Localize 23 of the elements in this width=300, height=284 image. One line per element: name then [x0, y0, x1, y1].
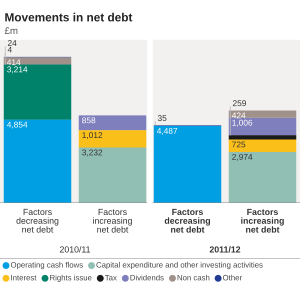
data-label: 3,214	[7, 66, 28, 74]
chart-subtitle: £m	[4, 27, 18, 34]
data-label: 259	[232, 100, 246, 106]
x-tick-label: Factors increasing net debt	[93, 208, 132, 233]
text: 2011/12	[210, 246, 240, 253]
x-tick-label: Factors decreasing net debt	[16, 208, 58, 233]
data-label: 4,854	[6, 122, 28, 129]
data-label: 1,006	[232, 120, 252, 127]
data-label: 858	[82, 117, 96, 124]
data-label: 414	[6, 59, 20, 66]
data-label: 4,487	[156, 128, 178, 135]
data-label: 1,012	[82, 132, 102, 140]
x-tick-label: Factors decreasing net debt	[164, 208, 210, 233]
data-label: 3,232	[82, 150, 102, 156]
data-label: 24	[8, 40, 17, 46]
chart-title: Movements in net debt	[5, 12, 132, 22]
x-tick-label: Factors increasing net debt	[241, 208, 284, 233]
data-label: 725	[232, 141, 246, 148]
data-label: 2,974	[232, 154, 252, 161]
data-label: 424	[232, 112, 246, 118]
text: 2010/11	[60, 246, 90, 253]
data-label: 4	[8, 46, 12, 52]
data-label: 35	[158, 115, 166, 122]
